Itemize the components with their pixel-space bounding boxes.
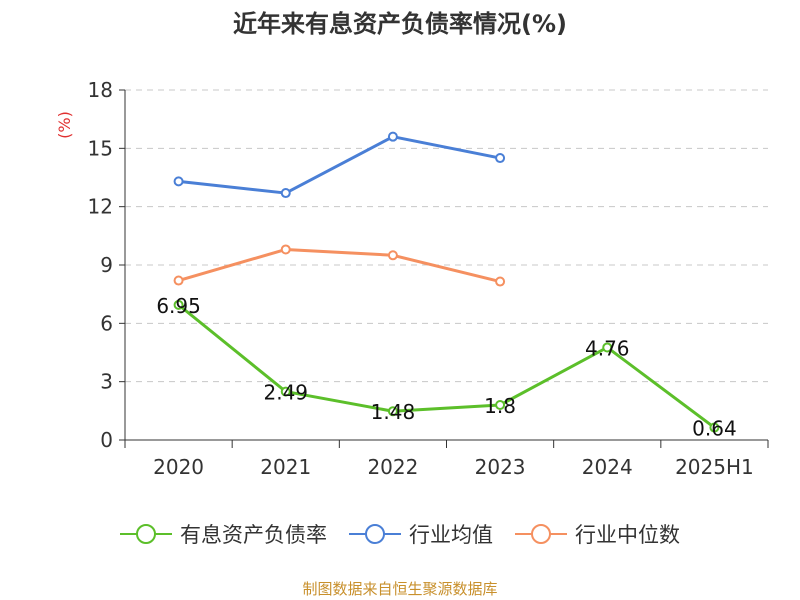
data-point [709, 422, 720, 433]
data-point [280, 386, 291, 397]
x-tick-label: 2025H1 [675, 455, 754, 479]
y-tick-label: 12 [88, 195, 113, 219]
data-point [173, 299, 184, 310]
data-point [387, 250, 398, 261]
legend-item: 行业中位数 [515, 519, 680, 549]
legend-marker [531, 524, 551, 544]
x-tick-label: 2020 [153, 455, 204, 479]
legend-marker [136, 524, 156, 544]
data-label: 6.95 [156, 294, 201, 318]
data-label: 1.8 [484, 394, 516, 418]
legend-marker [365, 524, 385, 544]
y-tick-label: 9 [100, 253, 113, 277]
data-point [495, 400, 506, 410]
data-point [387, 131, 398, 142]
legend-label: 行业中位数 [575, 523, 680, 547]
axes: 0 3 6 9 12 15 18 2020 2021 2022 2023 2024 2025H1 [88, 78, 769, 479]
series-line [177, 135, 502, 195]
data-point [495, 153, 506, 164]
data-point [495, 276, 506, 287]
chart-title: 近年来有息资产负债率情况(%) [233, 10, 567, 38]
data-label: 2.49 [263, 381, 308, 405]
y-tick-label: 18 [88, 78, 113, 102]
data-label: 1.48 [371, 400, 416, 424]
legend-label: 行业均值 [409, 523, 493, 547]
data-point [173, 275, 184, 286]
y-tick-label: 3 [100, 370, 113, 394]
series-line [177, 303, 716, 430]
data-point [280, 188, 291, 199]
x-tick-label: 2024 [582, 455, 633, 479]
y-tick-label: 6 [100, 311, 113, 335]
y-tick-label: 0 [100, 428, 113, 452]
x-tick-label: 2021 [260, 455, 311, 479]
legend: 有息资产负债率 行业均值 行业中位数 [0, 519, 800, 549]
series: 6.95 2.49 1.48 1.8 4.76 0.64 [156, 131, 737, 441]
data-point [602, 342, 613, 353]
legend-item: 行业均值 [349, 519, 493, 549]
y-tick-label: 15 [88, 136, 113, 160]
legend-symbol [349, 524, 401, 544]
data-label: 4.76 [585, 336, 630, 360]
x-tick-label: 2022 [367, 455, 418, 479]
data-point [280, 244, 291, 255]
legend-symbol [515, 524, 567, 544]
source-note: 制图数据来自恒生聚源数据库 [302, 580, 498, 598]
data-label: 0.64 [692, 417, 737, 441]
legend-item: 有息资产负债率 [120, 519, 327, 549]
data-point [387, 406, 398, 417]
legend-label: 有息资产负债率 [180, 523, 327, 547]
legend-symbol [120, 524, 172, 544]
x-tick-label: 2023 [475, 455, 526, 479]
data-point [173, 176, 184, 187]
y-axis-label: (%) [55, 111, 74, 139]
series-line [177, 247, 502, 284]
